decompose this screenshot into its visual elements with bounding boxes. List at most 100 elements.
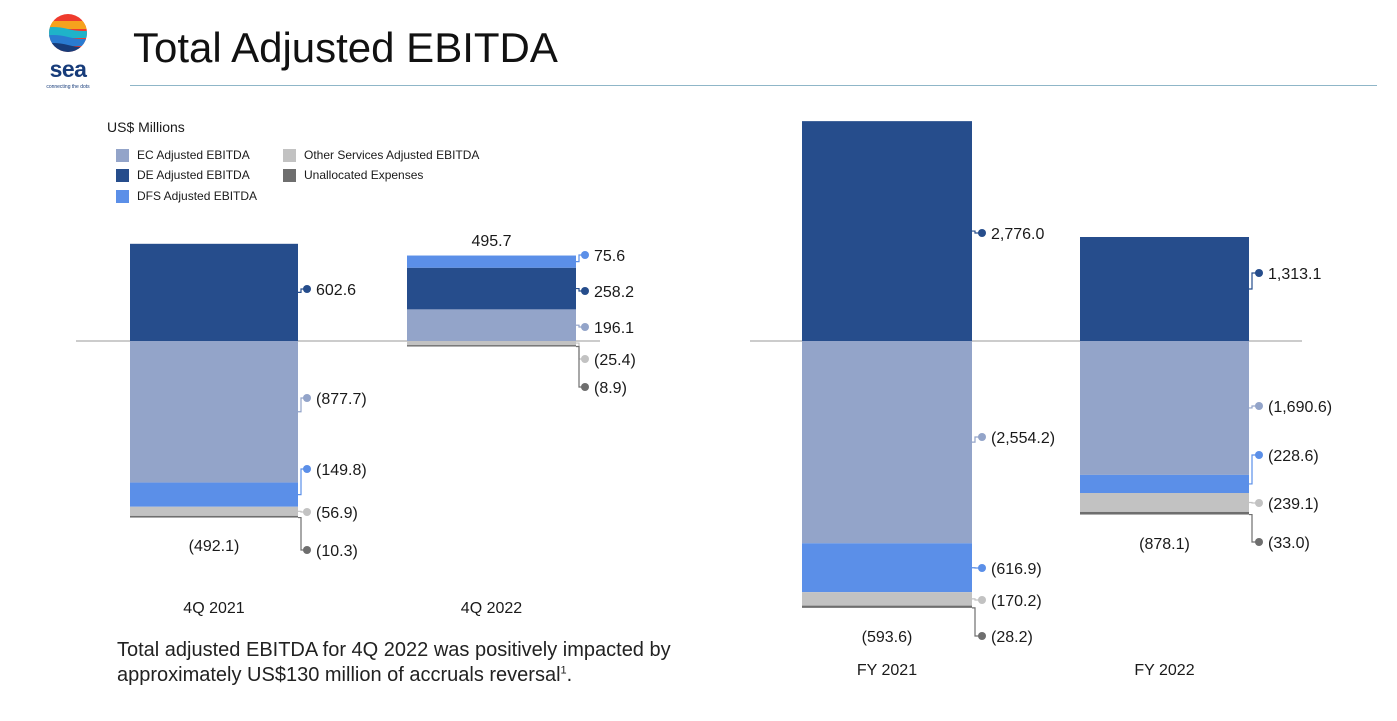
callout-line <box>298 468 307 496</box>
legend-item-ec: EC Adjusted EBITDA <box>116 148 250 162</box>
callout-dot <box>581 323 589 331</box>
legend-item-other: Other Services Adjusted EBITDA <box>283 148 479 162</box>
data-label: (2,554.2) <box>991 430 1055 447</box>
data-label: (8.9) <box>594 380 627 397</box>
bar-segment-dfs <box>802 543 972 593</box>
legend-swatch-dfs <box>116 189 129 203</box>
bar-segment-de <box>130 243 298 341</box>
callout-line <box>576 345 585 388</box>
total-label: (878.1) <box>1139 536 1190 553</box>
category-label: FY 2021 <box>857 662 917 679</box>
bar-segment-other <box>802 592 972 606</box>
total-label: 495.7 <box>471 233 511 250</box>
callout-dot <box>1255 538 1263 546</box>
bar-segment-de <box>407 267 576 310</box>
bar-segment-de <box>1080 237 1249 341</box>
bar-segment-ec <box>1080 341 1249 475</box>
total-label: (593.6) <box>862 629 913 646</box>
bar-segment-other <box>407 341 576 346</box>
callout-dot <box>303 285 311 293</box>
data-label: (10.3) <box>316 543 358 560</box>
logo-tagline: connecting the dots <box>46 84 90 90</box>
legend-label: DE Adjusted EBITDA <box>137 168 250 182</box>
data-label: (33.0) <box>1268 535 1310 552</box>
callout-line <box>1249 513 1259 543</box>
footnote: Total adjusted EBITDA for 4Q 2022 was po… <box>117 638 677 688</box>
category-label: FY 2022 <box>1134 662 1194 679</box>
legend-label: Other Services Adjusted EBITDA <box>304 148 480 162</box>
legend-swatch-other <box>283 148 296 162</box>
legend-item-dfs: DFS Adjusted EBITDA <box>116 189 257 203</box>
callout-dot <box>1255 269 1263 277</box>
data-label: (28.2) <box>991 629 1033 646</box>
data-label: (170.2) <box>991 593 1042 610</box>
footnote-marker: 1 <box>560 664 567 677</box>
callout-dot <box>978 596 986 604</box>
legend-swatch-de <box>116 168 129 182</box>
data-label: (228.6) <box>1268 448 1319 465</box>
legend-label: EC Adjusted EBITDA <box>137 148 250 162</box>
legend-swatch-unallocated <box>283 168 296 182</box>
legend-item-unallocated: Unallocated Expenses <box>283 168 423 182</box>
callout-dot <box>581 355 589 363</box>
data-label: (877.7) <box>316 391 367 408</box>
callout-dot <box>303 394 311 402</box>
sea-logo-icon <box>49 14 87 52</box>
bar-segment-ec <box>802 341 972 544</box>
bar-segment-ec <box>130 341 298 483</box>
callout-dot <box>1255 499 1263 507</box>
callout-dot <box>303 546 311 554</box>
data-label: (56.9) <box>316 505 358 522</box>
bar-segment-dfs <box>130 482 298 507</box>
bar-segment-unallocated <box>802 605 972 608</box>
callout-dot <box>581 251 589 259</box>
callout-line <box>298 516 307 551</box>
data-label: (239.1) <box>1268 496 1319 513</box>
bar-segment-ec <box>407 309 576 341</box>
sea-logo: sea connecting the dots <box>38 12 98 92</box>
legend-item-de: DE Adjusted EBITDA <box>116 168 250 182</box>
callout-dot <box>978 632 986 640</box>
units-label: US$ Millions <box>107 119 185 135</box>
footnote-text: Total adjusted EBITDA for 4Q 2022 was po… <box>117 639 671 686</box>
data-label: 2,776.0 <box>991 226 1044 243</box>
data-label: 1,313.1 <box>1268 266 1321 283</box>
title-divider <box>130 85 1377 86</box>
data-label: (149.8) <box>316 462 367 479</box>
bar-segment-dfs <box>1080 474 1249 494</box>
data-label: (1,690.6) <box>1268 399 1332 416</box>
chart-legend: EC Adjusted EBITDA DE Adjusted EBITDA DF… <box>116 148 536 210</box>
callout-dot <box>978 229 986 237</box>
total-label: (492.1) <box>189 538 240 555</box>
bar-segment-unallocated <box>1080 511 1249 515</box>
callout-dot <box>581 287 589 295</box>
category-label: 4Q 2022 <box>461 600 522 617</box>
bar-segment-unallocated <box>407 345 576 347</box>
data-label: 258.2 <box>594 284 634 301</box>
legend-label: Unallocated Expenses <box>304 168 424 182</box>
logo-word: sea <box>49 56 87 82</box>
callout-dot <box>303 465 311 473</box>
data-label: 75.6 <box>594 248 625 265</box>
callout-dot <box>581 383 589 391</box>
bar-segment-unallocated <box>130 515 298 518</box>
callout-dot <box>1255 402 1263 410</box>
data-label: 196.1 <box>594 320 634 337</box>
callout-dot <box>1255 451 1263 459</box>
data-label: 602.6 <box>316 282 356 299</box>
bar-segment-de <box>802 121 972 341</box>
bar-segment-dfs <box>407 255 576 268</box>
callout-dot <box>978 564 986 572</box>
footnote-end: . <box>566 664 573 686</box>
bar-segment-other <box>130 506 298 516</box>
legend-label: DFS Adjusted EBITDA <box>137 189 258 203</box>
callout-dot <box>978 433 986 441</box>
category-label: 4Q 2021 <box>183 600 244 617</box>
data-label: (25.4) <box>594 352 636 369</box>
legend-swatch-ec <box>116 148 129 162</box>
callout-dot <box>303 508 311 516</box>
callout-line <box>972 607 982 637</box>
bar-segment-other <box>1080 493 1249 512</box>
page-title: Total Adjusted EBITDA <box>133 24 558 71</box>
